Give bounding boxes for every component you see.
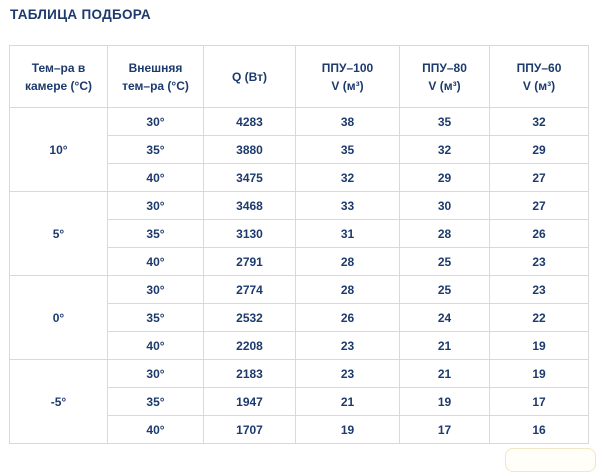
header-line: V (м³) xyxy=(522,78,556,93)
table-row: 35° 1947 21 19 17 xyxy=(10,387,589,416)
q-value-cell: 4283 xyxy=(203,107,296,136)
ext-temp-cell: 30° xyxy=(107,275,204,304)
table-row: 35° 3880 35 32 29 xyxy=(10,135,589,164)
table-row: 10° 30° 4283 38 35 32 xyxy=(9,107,589,192)
header-line: Тем–ра в xyxy=(31,60,86,75)
ppu100-value-cell: 28 xyxy=(295,247,400,276)
q-value-cell: 2208 xyxy=(203,331,296,360)
q-value-cell: 3468 xyxy=(203,191,296,220)
header-line: ППУ–80 xyxy=(422,60,467,75)
ext-temp-cell: 35° xyxy=(107,135,204,164)
ppu100-value-cell: 31 xyxy=(295,219,400,248)
header-line: V (м³) xyxy=(331,78,364,93)
ext-temp-cell: 35° xyxy=(107,219,204,248)
table-row: 0° 30° 2774 28 25 23 xyxy=(9,275,589,360)
header-line: камере (°C) xyxy=(24,78,93,93)
table-row: 35° 3130 31 28 26 xyxy=(10,219,589,248)
header-line: ППУ–60 xyxy=(516,60,562,75)
selection-table: Тем–ра в камере (°C) Внешняя тем–ра (°C)… xyxy=(9,45,589,444)
cutoff-button[interactable] xyxy=(505,448,596,472)
header-line: тем–ра (°C) xyxy=(122,78,189,93)
ppu100-value-cell: 26 xyxy=(295,303,400,332)
ext-temp-cell: 40° xyxy=(107,415,204,444)
ppu60-value-cell: 26 xyxy=(489,219,589,248)
col-header-chamber-temp: Тем–ра в камере (°C) xyxy=(9,45,108,108)
chamber-temp-cell: 5° xyxy=(9,191,108,276)
table-row: 40° 3475 32 29 27 xyxy=(10,163,589,192)
ppu60-value-cell: 27 xyxy=(489,191,589,220)
ppu100-value-cell: 33 xyxy=(295,191,400,220)
ppu60-value-cell: 23 xyxy=(489,275,589,304)
ppu80-value-cell: 35 xyxy=(399,107,490,136)
chamber-temp-cell: 10° xyxy=(9,107,108,192)
ext-temp-cell: 30° xyxy=(107,107,204,136)
q-value-cell: 3130 xyxy=(203,219,296,248)
page-title: ТАБЛИЦА ПОДБОРА xyxy=(10,7,151,22)
q-value-cell: 1947 xyxy=(203,387,296,416)
header-line: Q (Вт) xyxy=(231,69,268,84)
ppu100-value-cell: 35 xyxy=(295,135,400,164)
header-line: Внешняя xyxy=(128,60,183,75)
ppu100-value-cell: 23 xyxy=(295,359,400,388)
ppu100-value-cell: 32 xyxy=(295,163,400,192)
table-row: 40° 1707 19 17 16 xyxy=(10,415,589,444)
table-row: 40° 2791 28 25 23 xyxy=(10,247,589,276)
ppu80-value-cell: 21 xyxy=(399,359,490,388)
q-value-cell: 3880 xyxy=(203,135,296,164)
ppu80-value-cell: 21 xyxy=(399,331,490,360)
q-value-cell: 2532 xyxy=(203,303,296,332)
ppu80-value-cell: 25 xyxy=(399,247,490,276)
ppu60-value-cell: 23 xyxy=(489,247,589,276)
ext-temp-cell: 40° xyxy=(107,247,204,276)
ppu100-value-cell: 28 xyxy=(295,275,400,304)
ppu80-value-cell: 32 xyxy=(399,135,490,164)
ppu60-value-cell: 19 xyxy=(489,359,589,388)
ppu80-value-cell: 30 xyxy=(399,191,490,220)
col-header-q-watt: Q (Вт) xyxy=(203,45,296,108)
table-header: Тем–ра в камере (°C) Внешняя тем–ра (°C)… xyxy=(9,45,589,108)
table-row: -5° 30° 2183 23 21 19 xyxy=(9,359,589,444)
table-row: 5° 30° 3468 33 30 27 xyxy=(9,191,589,276)
col-header-ppu-60: ППУ–60 V (м³) xyxy=(489,45,589,108)
ppu100-value-cell: 23 xyxy=(295,331,400,360)
header-line: ППУ–100 xyxy=(321,60,374,75)
ppu60-value-cell: 32 xyxy=(489,107,589,136)
ppu80-value-cell: 29 xyxy=(399,163,490,192)
ppu100-value-cell: 21 xyxy=(295,387,400,416)
ppu100-value-cell: 19 xyxy=(295,415,400,444)
ext-temp-cell: 30° xyxy=(107,359,204,388)
q-value-cell: 1707 xyxy=(203,415,296,444)
table-row: 40° 2208 23 21 19 xyxy=(10,331,589,360)
col-header-ppu-100: ППУ–100 V (м³) xyxy=(295,45,400,108)
ppu60-value-cell: 17 xyxy=(489,387,589,416)
col-header-ppu-80: ППУ–80 V (м³) xyxy=(399,45,490,108)
col-header-external-temp: Внешняя тем–ра (°C) xyxy=(107,45,204,108)
ppu60-value-cell: 27 xyxy=(489,163,589,192)
ppu80-value-cell: 28 xyxy=(399,219,490,248)
ppu80-value-cell: 24 xyxy=(399,303,490,332)
ppu60-value-cell: 29 xyxy=(489,135,589,164)
chamber-temp-cell: -5° xyxy=(9,359,108,444)
ext-temp-cell: 40° xyxy=(107,163,204,192)
ppu80-value-cell: 25 xyxy=(399,275,490,304)
ext-temp-cell: 30° xyxy=(107,191,204,220)
chamber-temp-cell: 0° xyxy=(9,275,108,360)
ppu100-value-cell: 38 xyxy=(295,107,400,136)
header-line: V (м³) xyxy=(428,78,461,93)
ppu60-value-cell: 16 xyxy=(489,415,589,444)
ppu80-value-cell: 19 xyxy=(399,387,490,416)
ext-temp-cell: 35° xyxy=(107,303,204,332)
q-value-cell: 3475 xyxy=(203,163,296,192)
ppu80-value-cell: 17 xyxy=(399,415,490,444)
ext-temp-cell: 40° xyxy=(107,331,204,360)
ppu60-value-cell: 22 xyxy=(489,303,589,332)
ext-temp-cell: 35° xyxy=(107,387,204,416)
q-value-cell: 2774 xyxy=(203,275,296,304)
q-value-cell: 2791 xyxy=(203,247,296,276)
table-row: 35° 2532 26 24 22 xyxy=(10,303,589,332)
q-value-cell: 2183 xyxy=(203,359,296,388)
ppu60-value-cell: 19 xyxy=(489,331,589,360)
